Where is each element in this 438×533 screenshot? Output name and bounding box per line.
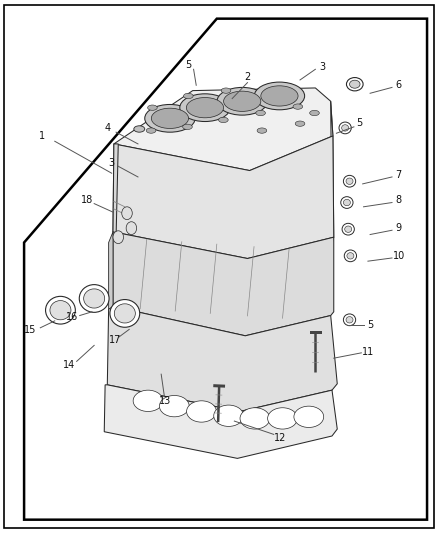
Ellipse shape: [346, 77, 363, 91]
Ellipse shape: [342, 223, 354, 235]
Text: 17: 17: [109, 335, 121, 345]
Ellipse shape: [214, 405, 244, 426]
Ellipse shape: [343, 199, 350, 206]
Circle shape: [113, 231, 124, 244]
Ellipse shape: [294, 406, 324, 427]
Polygon shape: [109, 232, 113, 309]
Ellipse shape: [184, 93, 193, 99]
Text: 16: 16: [66, 312, 78, 322]
Text: 9: 9: [396, 223, 402, 233]
Ellipse shape: [343, 314, 356, 326]
Text: 18: 18: [81, 195, 93, 205]
Ellipse shape: [346, 178, 353, 184]
Text: 4: 4: [104, 123, 110, 133]
Ellipse shape: [343, 175, 356, 187]
Text: 10: 10: [392, 251, 405, 261]
Ellipse shape: [187, 401, 216, 422]
Ellipse shape: [84, 289, 105, 308]
Ellipse shape: [293, 104, 303, 109]
Polygon shape: [113, 136, 334, 259]
Text: 6: 6: [396, 80, 402, 90]
Ellipse shape: [310, 110, 319, 116]
Text: 15: 15: [24, 326, 36, 335]
Ellipse shape: [221, 88, 231, 93]
Ellipse shape: [219, 117, 228, 123]
Ellipse shape: [46, 296, 75, 324]
Ellipse shape: [257, 128, 267, 133]
Ellipse shape: [148, 105, 157, 110]
Polygon shape: [114, 88, 333, 171]
Ellipse shape: [346, 317, 353, 323]
Text: 3: 3: [319, 62, 325, 71]
Polygon shape: [113, 232, 334, 336]
Ellipse shape: [79, 285, 109, 312]
Text: 5: 5: [356, 118, 362, 127]
Text: 7: 7: [396, 170, 402, 180]
Polygon shape: [113, 144, 118, 237]
Ellipse shape: [344, 250, 357, 262]
Ellipse shape: [110, 300, 140, 327]
Ellipse shape: [134, 126, 145, 132]
Text: 8: 8: [396, 195, 402, 205]
Ellipse shape: [261, 86, 298, 106]
Ellipse shape: [256, 110, 265, 116]
Text: 5: 5: [367, 320, 373, 330]
Text: 11: 11: [362, 347, 374, 357]
Text: 1: 1: [39, 131, 45, 141]
Ellipse shape: [350, 80, 360, 88]
Ellipse shape: [152, 108, 189, 128]
Circle shape: [126, 222, 137, 235]
Ellipse shape: [145, 104, 195, 132]
Ellipse shape: [240, 408, 270, 429]
Ellipse shape: [50, 301, 71, 320]
Ellipse shape: [146, 128, 156, 133]
Ellipse shape: [159, 395, 189, 417]
Ellipse shape: [114, 304, 135, 323]
Ellipse shape: [133, 390, 163, 411]
Ellipse shape: [224, 91, 261, 111]
Text: 13: 13: [159, 396, 172, 406]
Ellipse shape: [345, 226, 352, 232]
Ellipse shape: [183, 124, 192, 130]
Polygon shape: [107, 306, 337, 411]
Ellipse shape: [341, 197, 353, 208]
Text: 2: 2: [244, 72, 251, 82]
Polygon shape: [331, 101, 334, 244]
Text: 14: 14: [63, 360, 75, 370]
Polygon shape: [104, 385, 337, 458]
Ellipse shape: [180, 94, 230, 122]
Text: 12: 12: [274, 433, 286, 443]
Ellipse shape: [217, 87, 267, 115]
Ellipse shape: [187, 98, 224, 118]
Circle shape: [122, 207, 132, 220]
Ellipse shape: [342, 125, 349, 131]
Text: 5: 5: [185, 60, 191, 70]
Ellipse shape: [295, 121, 305, 126]
Ellipse shape: [339, 122, 351, 134]
Text: 3: 3: [109, 158, 115, 167]
Ellipse shape: [254, 82, 305, 110]
Ellipse shape: [347, 253, 354, 259]
Ellipse shape: [268, 408, 297, 429]
